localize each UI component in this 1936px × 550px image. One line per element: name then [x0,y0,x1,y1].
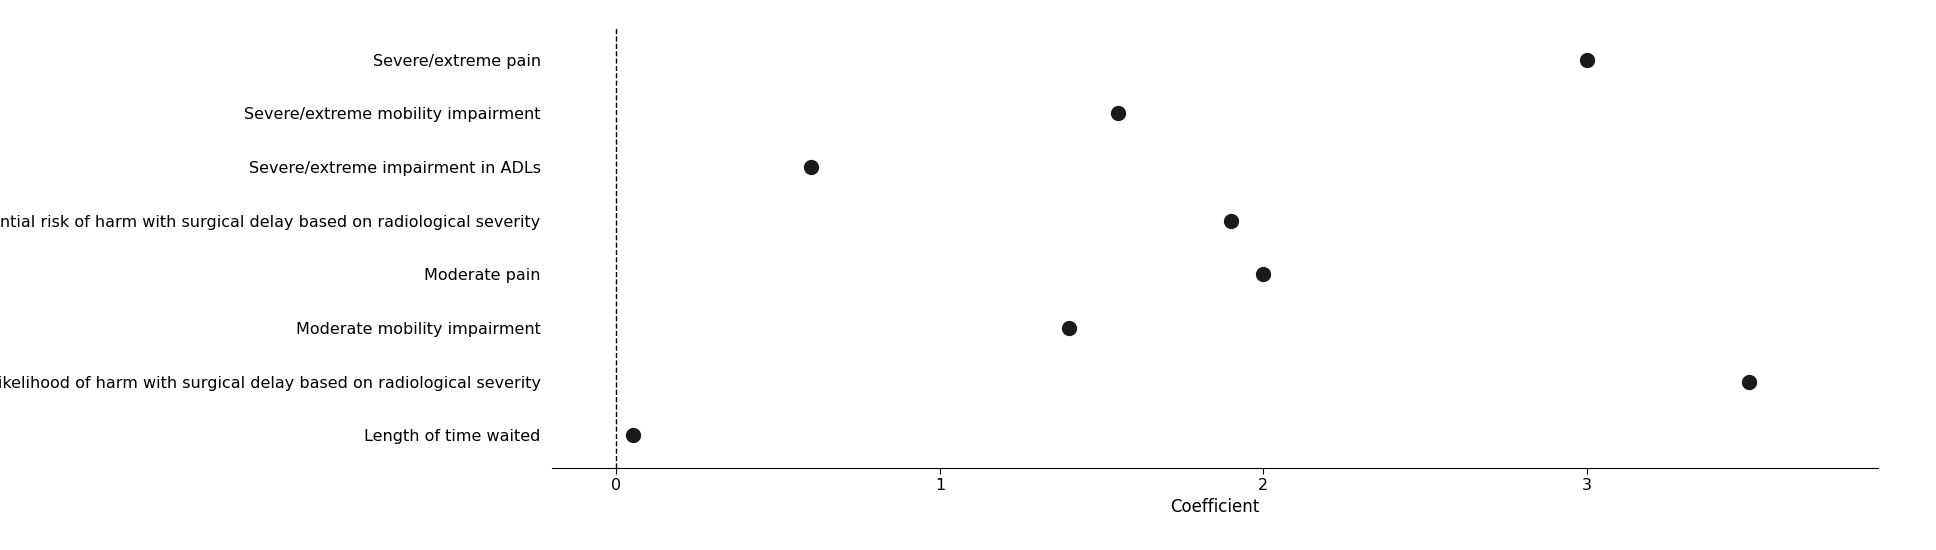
Point [1102,109,1133,118]
X-axis label: Coefficient: Coefficient [1169,498,1260,516]
Point [618,431,649,439]
Point [1572,56,1603,64]
Point [1216,216,1247,225]
Point [1053,323,1084,332]
Point [1249,270,1280,279]
Point [796,163,827,172]
Point [1733,377,1764,386]
